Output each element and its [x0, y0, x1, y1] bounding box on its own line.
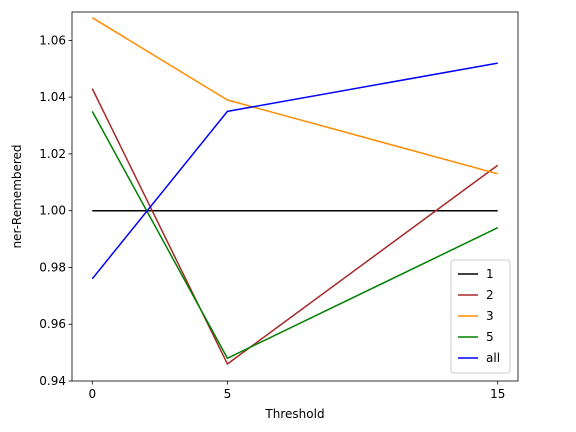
x-tick-label: 5 [224, 387, 232, 401]
legend-label-1: 1 [486, 267, 494, 281]
y-tick-label: 0.98 [39, 260, 66, 274]
y-tick-label: 1.02 [39, 147, 66, 161]
x-tick-label: 15 [490, 387, 505, 401]
legend-box [450, 259, 511, 374]
series-line-5 [91, 110, 499, 360]
series-line-all [91, 62, 498, 280]
legend-label-5: 5 [486, 330, 494, 344]
series-layer [91, 17, 499, 365]
y-tick-label: 0.94 [39, 374, 66, 388]
y-tick-label: 1.04 [39, 90, 66, 104]
x-axis-title: Threshold [264, 407, 324, 421]
series-line-2 [91, 88, 499, 365]
y-tick-label: 1.06 [39, 33, 66, 47]
y-tick-label: 0.96 [39, 317, 66, 331]
x-tick-label: 0 [88, 387, 96, 401]
axes-layer: 0 5 150.940.960.981.001.021.041.06 [39, 11, 519, 401]
y-tick-label: 1.00 [39, 204, 66, 218]
legend-label-2: 2 [486, 288, 494, 302]
legend-label-3: 3 [486, 309, 494, 323]
legend-label-all: all [486, 351, 500, 365]
plot-frame [71, 11, 519, 382]
series-line-3 [91, 17, 498, 175]
legend: 1 2 3 5 all [450, 259, 511, 374]
y-axis-title: ner-Remembered [10, 144, 24, 248]
